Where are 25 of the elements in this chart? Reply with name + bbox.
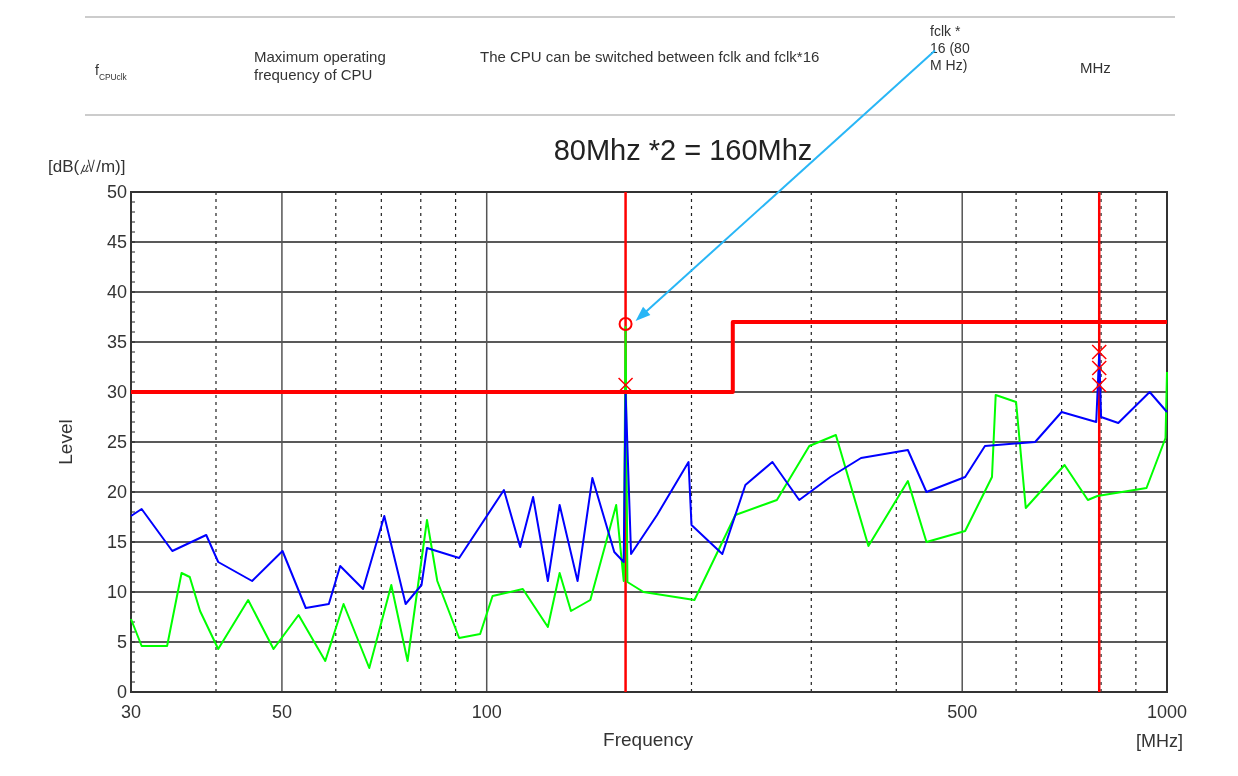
y-tick-label: 35 [106, 332, 127, 352]
y-axis-title: Level [55, 419, 76, 465]
chart-title: 80Mhz *2 = 160Mhz [553, 134, 813, 166]
y-tick-label: 40 [106, 282, 127, 302]
text: fclk * 16 (80 M Hz) [930, 23, 970, 73]
y-tick-label: 15 [106, 532, 127, 552]
text: MHz [1080, 59, 1111, 76]
y-tick-label: 5 [116, 632, 127, 652]
y-tick-label: 25 [106, 432, 127, 452]
text: [dB(㎶/m)] [48, 157, 126, 176]
y-tick-label: 10 [106, 582, 127, 602]
x-axis-title: Frequency [603, 729, 694, 750]
y-tick-label: 45 [106, 232, 127, 252]
x-tick-label: 500 [947, 702, 978, 722]
text: [MHz] [1136, 731, 1183, 751]
text: The CPU can be switched between fclk and fclk*16 [480, 48, 820, 65]
y-tick-label: 30 [106, 382, 127, 402]
text: Maximum operating frequency of CPU [254, 48, 386, 83]
y-tick-label: 0 [116, 682, 127, 702]
y-tick-label: 50 [106, 182, 127, 202]
y-tick-label: 20 [106, 482, 127, 502]
x-tick-label: 1000 [1146, 702, 1188, 722]
text: f$_{CPUclk}$ [95, 62, 128, 82]
x-tick-label: 100 [471, 702, 502, 722]
x-tick-label: 50 [271, 702, 292, 722]
